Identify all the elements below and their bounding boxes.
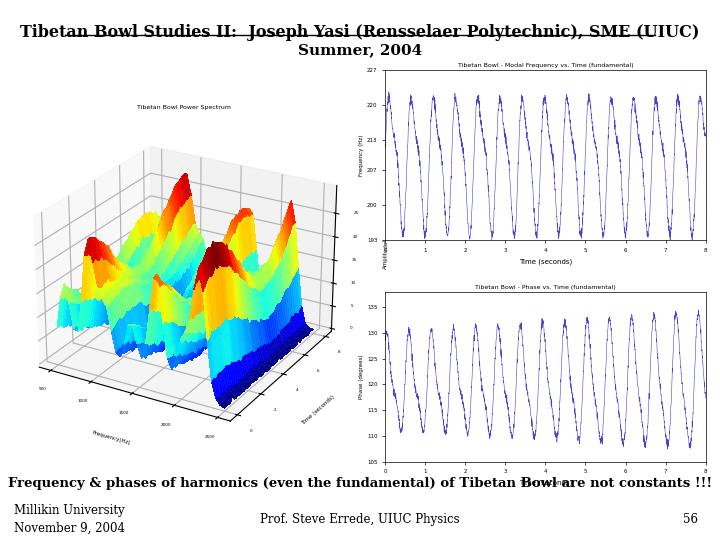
Title: Tibetan Bowl - Phase vs. Time (fundamental): Tibetan Bowl - Phase vs. Time (fundament… [475,285,616,290]
X-axis label: Time (seconds): Time (seconds) [519,259,572,265]
Text: Millikin University: Millikin University [14,504,125,517]
Text: Tibetan Bowl Studies II:  Joseph Yasi (Rensselaer Polytechnic), SME (UIUC): Tibetan Bowl Studies II: Joseph Yasi (Re… [20,24,700,41]
X-axis label: Frequency(Hz): Frequency(Hz) [91,430,131,446]
Text: Summer, 2004: Summer, 2004 [298,43,422,57]
Y-axis label: Phase (degrees): Phase (degrees) [359,354,364,399]
Title: Tibetan Bowl - Modal Frequency vs. Time (fundamental): Tibetan Bowl - Modal Frequency vs. Time … [458,63,633,69]
Text: Frequency & phases of harmonics (even the fundamental) of Tibetan Bowl are not c: Frequency & phases of harmonics (even th… [8,477,712,490]
Y-axis label: Time (seconds): Time (seconds) [301,394,336,426]
Text: Prof. Steve Errede, UIUC Physics: Prof. Steve Errede, UIUC Physics [260,513,460,526]
Text: 56: 56 [683,513,698,526]
Y-axis label: Frequency (Hz): Frequency (Hz) [359,134,364,176]
X-axis label: Time (seconds): Time (seconds) [519,480,572,487]
Text: November 9, 2004: November 9, 2004 [14,522,125,535]
Title: Tibetan Bowl Power Spectrum: Tibetan Bowl Power Spectrum [137,105,230,110]
